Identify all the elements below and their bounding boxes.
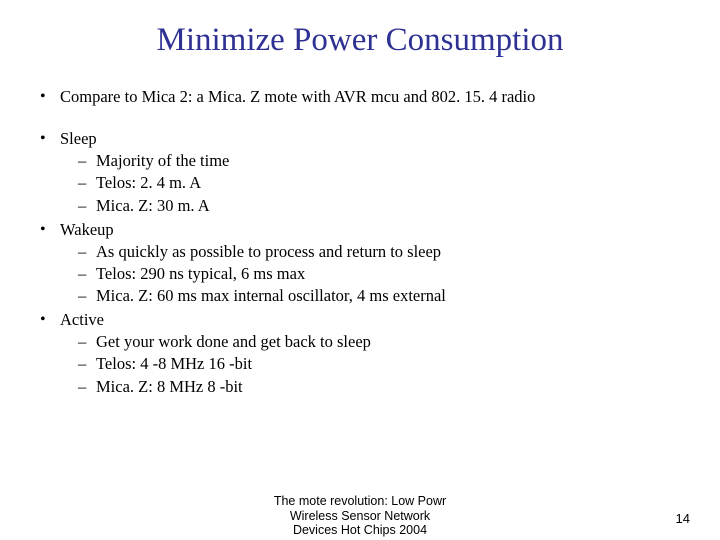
bullet-list: Compare to Mica 2: a Mica. Z mote with A… bbox=[34, 87, 686, 397]
footer-line-1: The mote revolution: Low Powr bbox=[0, 494, 720, 509]
sub-bullet-list: As quickly as possible to process and re… bbox=[60, 242, 686, 306]
bullet-item: Sleep Majority of the timeTelos: 2. 4 m. … bbox=[34, 129, 686, 216]
bullet-item: Active Get your work done and get back to… bbox=[34, 310, 686, 397]
footer-line-3: Devices Hot Chips 2004 bbox=[0, 523, 720, 538]
sub-bullet-item: Mica. Z: 8 MHz 8 -bit bbox=[74, 377, 686, 397]
sub-bullet-item: Get your work done and get back to sleep bbox=[74, 332, 686, 352]
bullet-item: Compare to Mica 2: a Mica. Z mote with A… bbox=[34, 87, 686, 107]
sub-bullet-item: Mica. Z: 30 m. A bbox=[74, 196, 686, 216]
sub-bullet-item: Majority of the time bbox=[74, 151, 686, 171]
bullet-text: Wakeup bbox=[60, 220, 114, 239]
slide-body: Compare to Mica 2: a Mica. Z mote with A… bbox=[34, 87, 686, 397]
sub-bullet-list: Get your work done and get back to sleep… bbox=[60, 332, 686, 396]
bullet-text: Active bbox=[60, 310, 104, 329]
sub-bullet-item: Telos: 290 ns typical, 6 ms max bbox=[74, 264, 686, 284]
slide-footer: The mote revolution: Low Powr Wireless S… bbox=[0, 494, 720, 538]
page-number: 14 bbox=[676, 511, 690, 526]
slide: Minimize Power Consumption Compare to Mi… bbox=[0, 0, 720, 540]
slide-title: Minimize Power Consumption bbox=[34, 22, 686, 59]
sub-bullet-item: Telos: 2. 4 m. A bbox=[74, 173, 686, 193]
sub-bullet-item: Mica. Z: 60 ms max internal oscillator, … bbox=[74, 286, 686, 306]
sub-bullet-item: Telos: 4 -8 MHz 16 -bit bbox=[74, 354, 686, 374]
spacer bbox=[34, 111, 686, 129]
sub-bullet-item: As quickly as possible to process and re… bbox=[74, 242, 686, 262]
footer-line-2: Wireless Sensor Network bbox=[0, 509, 720, 524]
bullet-item: Wakeup As quickly as possible to process … bbox=[34, 220, 686, 307]
bullet-text: Compare to Mica 2: a Mica. Z mote with A… bbox=[60, 87, 535, 106]
bullet-text: Sleep bbox=[60, 129, 97, 148]
sub-bullet-list: Majority of the timeTelos: 2. 4 m. A Mica… bbox=[60, 151, 686, 215]
